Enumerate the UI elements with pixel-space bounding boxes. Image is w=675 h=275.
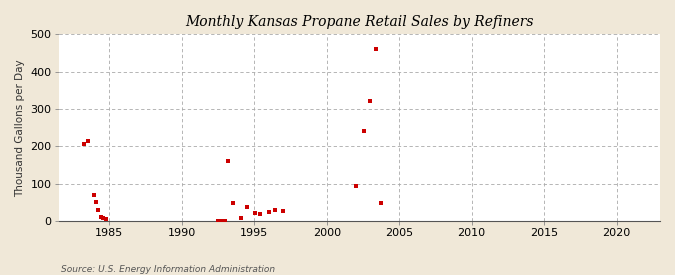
Point [371, 46, 381, 51]
Point [82, 139, 93, 143]
Point [215, 219, 226, 223]
Point [269, 208, 280, 212]
Point [350, 184, 361, 189]
Point [98, 216, 109, 220]
Point [213, 219, 223, 223]
Point [222, 159, 233, 164]
Point [376, 201, 387, 205]
Point [217, 219, 228, 223]
Point [242, 205, 252, 209]
Point [96, 215, 107, 219]
Point [278, 208, 289, 213]
Point [90, 200, 101, 205]
Point [358, 128, 369, 133]
Point [250, 211, 261, 215]
Y-axis label: Thousand Gallons per Day: Thousand Gallons per Day [15, 59, 25, 197]
Point [78, 142, 89, 146]
Point [364, 99, 375, 103]
Point [263, 210, 274, 214]
Point [255, 212, 266, 216]
Point [93, 208, 104, 212]
Text: Source: U.S. Energy Information Administration: Source: U.S. Energy Information Administ… [61, 265, 275, 274]
Point [88, 193, 99, 197]
Point [227, 201, 238, 205]
Title: Monthly Kansas Propane Retail Sales by Refiners: Monthly Kansas Propane Retail Sales by R… [185, 15, 533, 29]
Point [101, 217, 111, 221]
Point [220, 219, 231, 223]
Point [236, 216, 246, 220]
